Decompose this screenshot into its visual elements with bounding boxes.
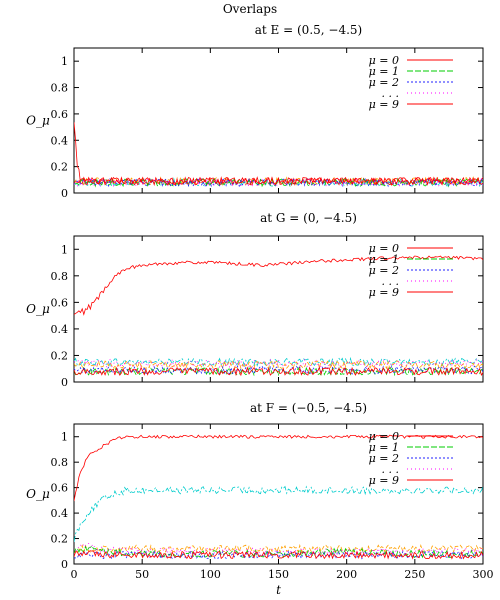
y-tick-label: 0.8 (51, 270, 69, 283)
x-tick-label: 300 (473, 568, 494, 581)
series-line (74, 366, 483, 377)
series-line (74, 366, 483, 377)
legend-label: μ = 1 (369, 441, 399, 454)
series-line (74, 364, 483, 376)
y-tick-label: 0 (61, 558, 68, 571)
legend-label: μ = 2 (369, 264, 399, 277)
legend-label: μ = 9 (369, 98, 399, 111)
x-tick-label: 150 (268, 568, 289, 581)
y-tick-label: 0.6 (51, 482, 69, 495)
panel-title: at E = (0.5, −4.5) (255, 23, 362, 37)
series-line (74, 356, 483, 368)
series-line (74, 543, 483, 554)
legend-label: μ = 0 (369, 54, 399, 67)
x-tick-label: 50 (135, 568, 149, 581)
x-axis-label: t (276, 583, 281, 597)
series-line (74, 550, 483, 561)
plot-frame (73, 47, 484, 194)
legend-label: μ = 9 (369, 474, 399, 487)
x-tick-label: 250 (404, 568, 425, 581)
x-tick-label: 200 (336, 568, 357, 581)
legend-label: . . . (382, 463, 399, 476)
y-tick-label: 1 (61, 243, 68, 256)
panel-title: at G = (0, −4.5) (260, 211, 357, 225)
series-line (74, 434, 483, 502)
series-line (74, 255, 483, 316)
series-line (74, 176, 483, 187)
legend-label: μ = 0 (369, 242, 399, 255)
y-tick-label: 0.8 (51, 456, 69, 469)
y-tick-label: 1 (61, 55, 68, 68)
y-tick-label: 0.2 (51, 533, 69, 546)
legend-label: . . . (382, 87, 399, 100)
y-tick-label: 0.4 (51, 134, 69, 147)
legend-label: μ = 2 (369, 452, 399, 465)
y-tick-label: 0 (61, 187, 68, 200)
y-tick-label: 1 (61, 431, 68, 444)
y-tick-label: 0.2 (51, 349, 69, 362)
y-axis-label: O_μ (26, 487, 50, 501)
series-line (74, 485, 483, 543)
y-tick-label: 0 (61, 376, 68, 389)
legend-label: μ = 0 (369, 430, 399, 443)
series-line (74, 550, 483, 560)
y-tick-label: 0.8 (51, 82, 69, 95)
y-axis-label: O_μ (26, 114, 50, 128)
y-axis-label: O_μ (26, 302, 50, 316)
y-tick-label: 0.4 (51, 507, 69, 520)
x-tick-label: 100 (200, 568, 221, 581)
figure-title: Overlaps (222, 2, 278, 16)
series-line (74, 177, 483, 188)
y-tick-label: 0.6 (51, 296, 69, 309)
series-line (74, 545, 483, 559)
y-tick-label: 0.4 (51, 323, 69, 336)
legend-label: μ = 2 (369, 76, 399, 89)
y-tick-label: 0.2 (51, 161, 69, 174)
legend-label: μ = 1 (369, 253, 399, 266)
legend-label: . . . (382, 275, 399, 288)
legend-label: μ = 1 (369, 65, 399, 78)
series-line (74, 122, 483, 187)
panel-title: at F = (−0.5, −4.5) (250, 401, 367, 415)
y-tick-label: 0.6 (51, 108, 69, 121)
legend-label: μ = 9 (369, 286, 399, 299)
plot-frame (73, 423, 484, 565)
x-tick-label: 0 (71, 568, 78, 581)
series-line (74, 176, 483, 187)
